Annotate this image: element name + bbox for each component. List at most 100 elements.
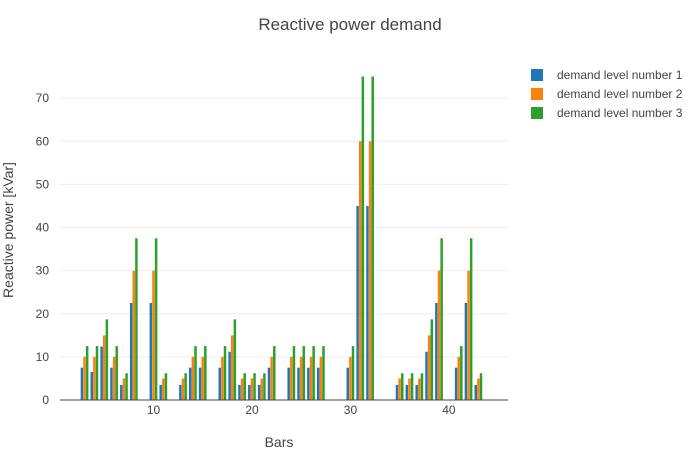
bar-series-1-x-35	[395, 384, 399, 400]
bar-series-2-x-18	[230, 335, 234, 400]
bar-series-2-x-22	[270, 356, 273, 401]
bar-series-1-x-11	[159, 384, 162, 400]
bar-series-3-x-6	[115, 346, 118, 400]
bar-series-2-x-20	[250, 378, 254, 400]
bar-series-2-x-6	[112, 356, 116, 401]
bars-group	[80, 76, 483, 401]
bar-series-3-x-25	[302, 346, 306, 400]
bar-series-3-x-26	[312, 346, 315, 400]
bar-series-3-x-31	[361, 76, 365, 400]
bar-series-3-x-19	[243, 373, 246, 400]
bar-series-1-x-30	[346, 367, 350, 400]
x-tick-label: 20	[245, 403, 259, 417]
bar-series-1-x-10	[149, 302, 153, 400]
bar-series-3-x-13	[184, 373, 187, 400]
bar-series-2-x-42	[467, 270, 470, 401]
bar-series-1-x-42	[464, 302, 468, 400]
bar-series-2-x-14	[191, 356, 195, 401]
bar-series-2-x-38	[427, 335, 431, 400]
bar-series-1-x-19	[238, 384, 241, 400]
y-tick-label: 0	[42, 393, 49, 407]
bar-series-2-x-25	[299, 356, 303, 401]
legend-item-1[interactable]: demand level number 1	[531, 68, 683, 82]
bar-series-1-x-22	[267, 367, 271, 400]
bar-series-1-x-15	[198, 367, 202, 400]
y-tick-label: 40	[36, 221, 50, 235]
bar-series-1-x-31	[356, 205, 359, 400]
bar-series-1-x-7	[120, 384, 123, 400]
bar-series-2-x-3	[83, 356, 86, 401]
bar-series-1-x-14	[188, 367, 192, 400]
bar-series-1-x-37	[415, 384, 418, 400]
bar-series-3-x-10	[154, 238, 158, 400]
bar-series-1-x-6	[110, 367, 113, 400]
bar-series-1-x-24	[287, 367, 290, 400]
bar-series-3-x-30	[351, 346, 355, 400]
bar-series-2-x-21	[260, 378, 264, 400]
legend[interactable]: demand level number 1 demand level number…	[531, 68, 683, 120]
legend-swatch	[531, 107, 543, 119]
x-tick-label: 30	[344, 403, 358, 417]
bar-series-3-x-41	[460, 346, 463, 400]
y-tick-label: 10	[36, 350, 50, 364]
bar-series-3-x-18	[233, 319, 237, 400]
x-tick-labels: 10 20 30 40	[147, 403, 456, 417]
bar-series-2-x-15	[201, 356, 204, 401]
bar-series-1-x-32	[366, 205, 369, 400]
bar-series-2-x-10	[152, 270, 155, 401]
bar-series-2-x-41	[457, 356, 460, 401]
bar-series-2-x-32	[368, 141, 372, 400]
legend-label: demand level number 3	[557, 106, 683, 120]
bar-series-3-x-5	[105, 319, 109, 400]
y-tick-label: 20	[36, 307, 50, 321]
bar-series-2-x-27	[319, 356, 323, 401]
bar-series-3-x-32	[371, 76, 374, 400]
bar-series-3-x-8	[135, 238, 138, 400]
bar-series-2-x-24	[290, 356, 293, 401]
legend-swatch	[531, 88, 543, 100]
bar-series-3-x-22	[273, 346, 276, 400]
legend-item-3[interactable]: demand level number 3	[531, 106, 683, 120]
bar-series-2-x-36	[408, 378, 411, 400]
bar-series-3-x-21	[263, 373, 266, 400]
y-tick-label: 70	[36, 91, 50, 105]
bar-series-1-x-41	[454, 367, 458, 400]
bar-series-3-x-14	[194, 346, 197, 400]
bar-series-3-x-43	[479, 373, 483, 400]
x-tick-label: 10	[147, 403, 161, 417]
bar-series-3-x-15	[204, 346, 207, 400]
bar-series-3-x-38	[430, 319, 434, 400]
legend-item-2[interactable]: demand level number 2	[531, 87, 683, 101]
bar-series-1-x-17	[218, 367, 222, 400]
bar-series-1-x-13	[179, 384, 182, 400]
bar-series-3-x-4	[95, 346, 99, 400]
bar-series-2-x-26	[309, 356, 313, 401]
bar-series-1-x-3	[80, 367, 84, 400]
bar-series-2-x-19	[240, 378, 244, 400]
chart-title: Reactive power demand	[258, 15, 441, 34]
bar-series-1-x-25	[297, 367, 300, 400]
legend-label: demand level number 2	[557, 87, 683, 101]
bar-series-3-x-24	[292, 346, 296, 400]
bar-series-2-x-4	[93, 356, 96, 401]
bar-series-1-x-4	[90, 371, 94, 400]
y-tick-label: 60	[36, 134, 50, 148]
bar-series-3-x-42	[469, 238, 473, 400]
bar-series-1-x-38	[425, 351, 428, 400]
legend-swatch	[531, 69, 543, 81]
x-axis-title: Bars	[265, 434, 294, 450]
bar-series-3-x-7	[125, 373, 128, 400]
bar-series-3-x-17	[223, 346, 227, 400]
bar-series-1-x-36	[405, 384, 409, 400]
bar-series-2-x-37	[418, 378, 421, 400]
bar-series-3-x-20	[253, 373, 256, 400]
bar-series-2-x-35	[398, 378, 401, 400]
bar-series-1-x-18	[228, 351, 231, 400]
bar-series-3-x-27	[322, 346, 325, 400]
bar-series-3-x-35	[401, 373, 404, 400]
y-tick-label: 30	[36, 264, 50, 278]
x-tick-label: 40	[442, 403, 456, 417]
bar-series-3-x-39	[440, 238, 443, 400]
bar-series-2-x-5	[102, 335, 106, 400]
